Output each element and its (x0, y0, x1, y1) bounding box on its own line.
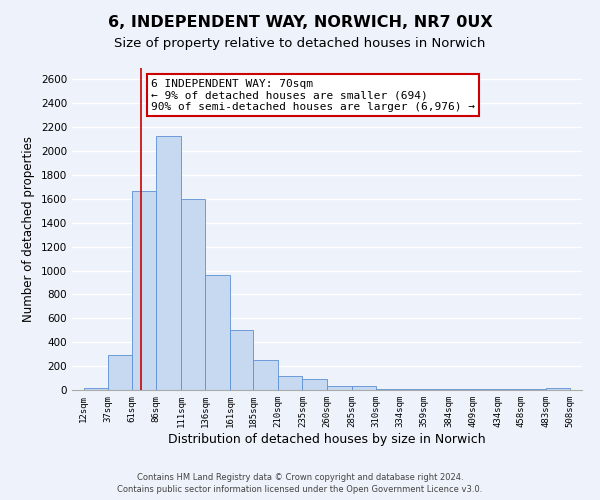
Bar (546, 388, 570, 390)
Bar (352, 386, 376, 390)
Bar (253, 360, 278, 390)
Bar (327, 386, 352, 390)
Bar (181, 199, 205, 390)
Y-axis label: Number of detached properties: Number of detached properties (22, 136, 35, 322)
Bar (278, 376, 302, 390)
Bar (132, 190, 157, 390)
Text: Size of property relative to detached houses in Norwich: Size of property relative to detached ho… (115, 38, 485, 51)
Bar (302, 378, 327, 390)
Bar (84, 388, 108, 390)
Bar (205, 276, 230, 390)
X-axis label: Distribution of detached houses by size in Norwich: Distribution of detached houses by size … (168, 432, 486, 446)
Text: Contains HM Land Registry data © Crown copyright and database right 2024.
Contai: Contains HM Land Registry data © Crown c… (118, 473, 482, 494)
Bar (157, 136, 181, 390)
Bar (108, 355, 132, 390)
Bar (230, 330, 253, 390)
Text: 6, INDEPENDENT WAY, NORWICH, NR7 0UX: 6, INDEPENDENT WAY, NORWICH, NR7 0UX (107, 15, 493, 30)
Text: 6 INDEPENDENT WAY: 70sqm
← 9% of detached houses are smaller (694)
90% of semi-d: 6 INDEPENDENT WAY: 70sqm ← 9% of detache… (151, 79, 475, 112)
